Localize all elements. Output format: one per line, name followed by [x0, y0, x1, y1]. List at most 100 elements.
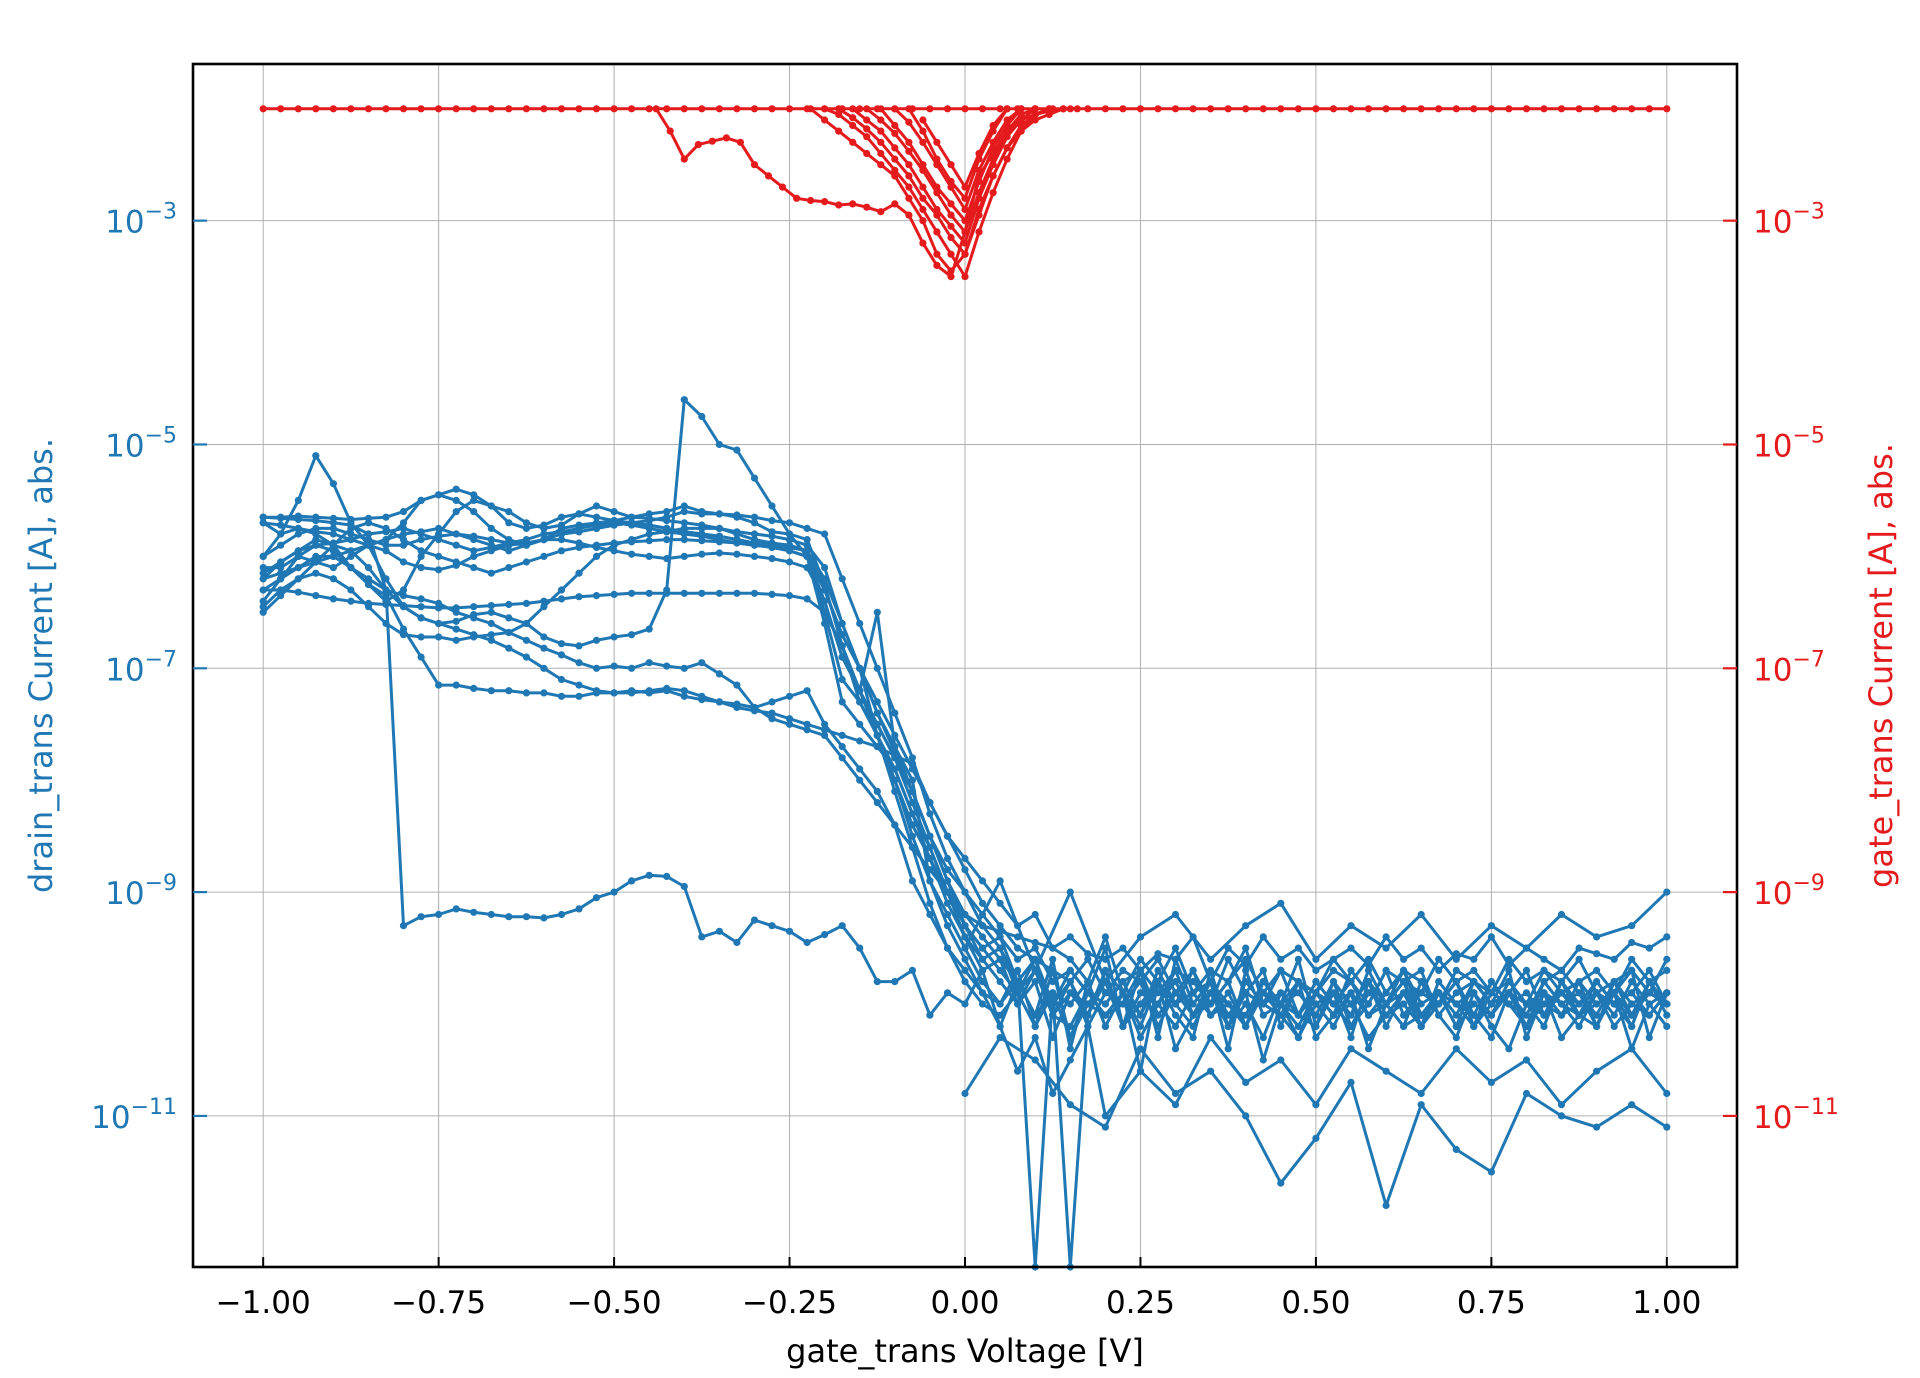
- data-point: [487, 536, 495, 544]
- data-point: [1312, 1011, 1320, 1019]
- data-point: [540, 552, 548, 561]
- data-point: [382, 513, 390, 521]
- data-point: [505, 564, 513, 572]
- data-point: [1312, 978, 1320, 986]
- data-point: [417, 595, 425, 603]
- data-point: [821, 586, 829, 594]
- data-point: [750, 513, 759, 521]
- data-point: [1154, 978, 1162, 986]
- data-point: [1136, 1045, 1145, 1053]
- data-point: [666, 127, 674, 135]
- data-point: [856, 720, 864, 728]
- data-point: [575, 528, 583, 536]
- data-point: [652, 105, 660, 113]
- data-point: [708, 137, 716, 145]
- data-point: [978, 877, 987, 885]
- data-point: [873, 799, 881, 807]
- data-point: [1382, 989, 1390, 997]
- data-point: [1610, 989, 1618, 997]
- data-point: [750, 530, 759, 538]
- data-point: [522, 689, 531, 697]
- gate-current-series: [919, 105, 1011, 191]
- data-point: [1136, 1034, 1145, 1042]
- data-point: [1663, 989, 1671, 997]
- data-point: [785, 530, 794, 538]
- data-point: [1382, 1067, 1390, 1075]
- data-point: [849, 138, 857, 146]
- data-point: [1400, 978, 1408, 986]
- data-point: [540, 603, 548, 611]
- data-point: [680, 692, 688, 700]
- data-point: [1014, 978, 1022, 986]
- data-point: [1575, 955, 1583, 963]
- data-point: [557, 536, 566, 544]
- data-point: [592, 552, 601, 561]
- data-point: [1242, 978, 1250, 986]
- data-point: [277, 530, 285, 538]
- data-point: [1382, 1201, 1390, 1210]
- data-point: [435, 633, 443, 641]
- data-point: [926, 854, 934, 863]
- data-point: [1242, 1011, 1250, 1019]
- data-point: [592, 524, 601, 533]
- data-point: [1347, 978, 1355, 986]
- data-point: [785, 519, 794, 527]
- data-point: [1435, 1011, 1443, 1019]
- data-point: [1522, 944, 1531, 952]
- data-point: [750, 589, 759, 597]
- data-point: [1136, 966, 1145, 975]
- data-point: [1312, 105, 1320, 113]
- data-point: [452, 905, 460, 913]
- data-point: [399, 530, 408, 538]
- data-point: [663, 517, 671, 525]
- data-point: [1540, 1011, 1548, 1019]
- data-point: [1136, 1022, 1145, 1030]
- data-point: [1189, 1011, 1197, 1019]
- data-point: [645, 537, 653, 545]
- data-point: [347, 586, 355, 594]
- data-point: [382, 536, 390, 544]
- data-point: [715, 524, 724, 533]
- data-point: [785, 536, 794, 544]
- data-point: [312, 105, 320, 113]
- data-point: [1522, 1056, 1531, 1064]
- data-point: [540, 644, 548, 652]
- data-point: [1119, 944, 1127, 952]
- data-point: [470, 614, 478, 622]
- data-point: [1382, 1011, 1390, 1019]
- data-point: [452, 625, 460, 633]
- data-point: [750, 916, 759, 924]
- data-point: [294, 575, 302, 583]
- data-point: [1522, 1022, 1531, 1030]
- data-point: [908, 754, 917, 762]
- data-point: [891, 743, 899, 751]
- data-point: [645, 659, 653, 667]
- data-point: [768, 532, 776, 540]
- data-point: [856, 765, 864, 773]
- data-point: [1014, 933, 1022, 941]
- data-point: [698, 933, 706, 941]
- data-point: [715, 589, 724, 597]
- data-point: [1417, 966, 1425, 975]
- data-point: [1470, 966, 1478, 975]
- data-point: [943, 877, 952, 885]
- data-point: [680, 502, 688, 510]
- data-point: [1628, 989, 1636, 997]
- data-point: [1364, 1011, 1373, 1019]
- data-point: [856, 619, 864, 628]
- data-point: [1189, 1022, 1197, 1030]
- data-point: [698, 530, 706, 538]
- data-point: [417, 536, 425, 544]
- data-point: [347, 552, 355, 561]
- data-point: [978, 1000, 987, 1008]
- data-point: [768, 555, 776, 563]
- data-point: [908, 966, 917, 975]
- data-point: [961, 944, 969, 952]
- data-point: [919, 161, 927, 169]
- data-point: [1663, 888, 1671, 896]
- data-point: [399, 922, 408, 930]
- data-point: [1045, 110, 1053, 118]
- data-point: [1119, 989, 1127, 997]
- data-point: [838, 619, 846, 628]
